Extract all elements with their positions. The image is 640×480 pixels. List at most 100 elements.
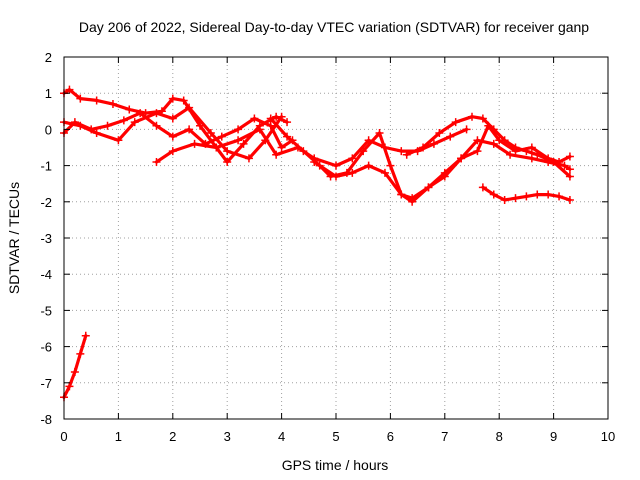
data-point (560, 161, 569, 170)
data-point (239, 139, 248, 148)
series-track-a (60, 85, 292, 166)
data-point (266, 114, 275, 123)
axis-ticks (63, 56, 609, 420)
data-point (76, 121, 85, 130)
data-point (136, 109, 145, 118)
data-point (190, 139, 199, 148)
data-point (478, 114, 487, 123)
data-point (255, 125, 264, 134)
series-line (62, 334, 88, 399)
data-point (272, 150, 281, 159)
x-tick-label: 7 (441, 429, 448, 444)
data-point (544, 190, 553, 199)
data-point (152, 121, 161, 130)
x-tick-label: 5 (332, 429, 339, 444)
data-point (473, 147, 482, 156)
data-point (283, 132, 292, 141)
data-point (206, 129, 215, 138)
data-point (103, 121, 112, 130)
data-point (408, 194, 417, 203)
data-point (489, 125, 498, 134)
series-line (269, 116, 572, 204)
y-tick-label: -3 (40, 231, 52, 246)
x-tick-label: 8 (496, 429, 503, 444)
y-tick-label: -2 (40, 195, 52, 210)
x-tick-label: 10 (601, 429, 615, 444)
data-point (511, 143, 520, 152)
data-point (299, 147, 308, 156)
data-point (419, 143, 428, 152)
data-point (234, 136, 243, 145)
series-line (62, 111, 295, 150)
data-point (511, 194, 520, 203)
series-track-h (478, 183, 574, 204)
data-point (386, 161, 395, 170)
data-point (92, 129, 101, 138)
data-point (533, 190, 542, 199)
data-point (76, 349, 85, 358)
y-tick-label: 1 (45, 86, 52, 101)
x-tick-label: 0 (60, 429, 67, 444)
data-point (152, 157, 161, 166)
data-point (277, 143, 286, 152)
x-tick-label: 4 (278, 429, 285, 444)
data-point (478, 183, 487, 192)
y-axis-label: SDTVAR / TECUs (6, 182, 22, 294)
data-point (435, 129, 444, 138)
data-point (565, 195, 574, 204)
data-point (185, 103, 194, 112)
x-tick-label: 1 (115, 429, 122, 444)
data-point (152, 109, 161, 118)
y-tick-label: -6 (40, 340, 52, 355)
data-point (446, 132, 455, 141)
y-tick-label: -1 (40, 159, 52, 174)
series-track-f (310, 121, 574, 203)
data-point (522, 147, 531, 156)
data-point (179, 96, 188, 105)
data-point (332, 172, 340, 181)
data-point (565, 165, 574, 174)
data-point (119, 116, 128, 125)
data-point (429, 139, 438, 148)
data-point (364, 161, 373, 170)
data-point (168, 94, 177, 103)
y-tick-label: 2 (45, 50, 52, 65)
data-point (234, 125, 243, 134)
data-point (283, 118, 292, 127)
data-point (130, 118, 139, 127)
data-point (549, 157, 558, 166)
data-point (522, 192, 531, 201)
data-point (250, 114, 259, 123)
x-tick-label: 2 (169, 429, 176, 444)
data-point (457, 154, 466, 163)
data-point (76, 94, 85, 103)
data-point (277, 112, 286, 121)
data-point (332, 161, 340, 170)
data-point (380, 168, 389, 177)
series-track-g (402, 112, 574, 181)
data-point (397, 147, 406, 156)
data-point (473, 136, 482, 145)
data-point (506, 150, 515, 159)
x-tick-label: 9 (550, 429, 557, 444)
data-point (402, 150, 411, 159)
data-point (212, 143, 221, 152)
data-point (70, 367, 79, 376)
data-point (533, 150, 542, 159)
data-point (125, 105, 134, 114)
data-point (375, 129, 384, 138)
data-point (527, 154, 536, 163)
data-point (440, 168, 449, 177)
data-point (489, 139, 498, 148)
y-tick-labels: 2 1 0 -1 -2 -3 -4 -5 -6 -7 -8 (40, 50, 52, 427)
data-series (60, 85, 574, 402)
y-tick-label: 0 (45, 122, 52, 137)
data-point (108, 100, 117, 109)
data-point (92, 96, 101, 105)
x-axis-label: GPS time / hours (282, 457, 389, 473)
data-point (348, 168, 357, 177)
y-tick-label: -7 (40, 376, 52, 391)
data-point (168, 147, 177, 156)
data-point (348, 154, 357, 163)
